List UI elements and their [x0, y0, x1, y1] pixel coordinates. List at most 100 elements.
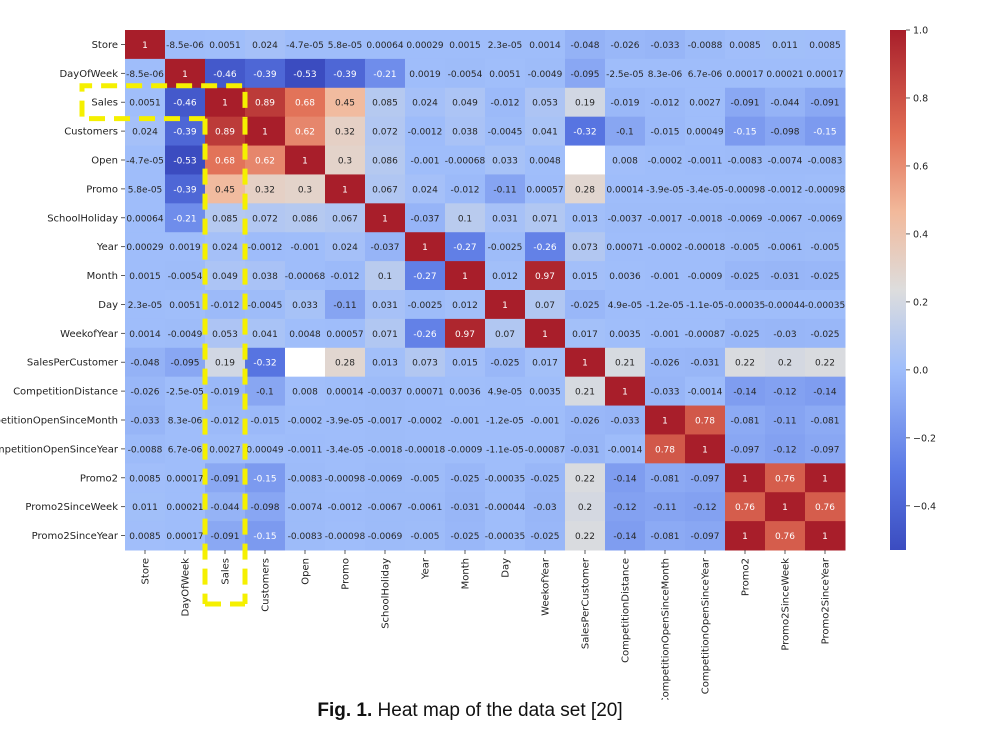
cell-label: 0.013	[372, 359, 398, 369]
cell-label: -0.32	[253, 359, 276, 369]
heatmap-cell	[805, 463, 846, 493]
cell-label: 0.073	[412, 359, 438, 369]
cell-label: 0.073	[572, 243, 598, 253]
heatmap-cell	[765, 492, 806, 522]
cell-label: -0.0002	[408, 417, 443, 427]
cell-label: -0.00044	[485, 503, 526, 513]
cell-label: 0.28	[575, 185, 595, 195]
cell-label: 0.89	[255, 99, 275, 109]
cell-label: -0.27	[453, 243, 476, 253]
cell-label: -8.5e-06	[126, 70, 164, 80]
colorbar-tick-label: 1.0	[913, 26, 928, 37]
heatmap-cell	[445, 30, 486, 60]
heatmap-cell	[245, 347, 286, 378]
heatmap-cell	[725, 232, 766, 262]
cell-label: -0.0074	[768, 157, 803, 167]
cell-label: 0.031	[492, 214, 518, 224]
cell-label: 0.45	[335, 99, 355, 109]
y-tick-label: CompetitionDistance	[13, 387, 118, 398]
heatmap-cell	[445, 58, 486, 89]
cell-label: -0.00098	[805, 185, 846, 195]
cell-label: -3.4e-05	[326, 445, 364, 455]
cell-label: 0.024	[132, 128, 158, 138]
cell-label: 0.00029	[406, 41, 443, 51]
cell-label: -0.0014	[608, 445, 643, 455]
cell-label: -0.081	[650, 474, 679, 484]
y-tick-label: SalesPerCustomer	[27, 358, 119, 369]
heatmap-cell	[565, 434, 606, 464]
heatmap-cell	[525, 376, 566, 407]
heatmap-cell	[285, 203, 326, 233]
cell-label: -0.0002	[648, 157, 683, 167]
cell-label: 0.76	[735, 503, 755, 513]
cell-label: -0.21	[173, 214, 196, 224]
heatmap-cell	[765, 434, 806, 464]
heatmap-cell	[325, 145, 366, 175]
cell-label: -0.025	[530, 532, 559, 542]
heatmap-cell	[365, 203, 406, 233]
heatmap-cell	[405, 261, 446, 291]
colorbar-tick-label: 0.6	[913, 161, 928, 172]
heatmap-cell	[205, 232, 246, 262]
colorbar-tick-label: 0.2	[913, 297, 928, 308]
cell-label: -0.14	[733, 388, 757, 398]
heatmap-cell	[285, 232, 326, 262]
heatmap-cell	[605, 232, 646, 262]
heatmap-cell	[725, 116, 766, 147]
heatmap-cell	[645, 261, 686, 291]
cell-label: 0.62	[295, 128, 315, 138]
heatmap-cell	[125, 30, 166, 60]
cell-label: -0.26	[413, 330, 437, 340]
cell-label: -0.12	[773, 445, 796, 455]
y-tick-label: Store	[92, 40, 118, 51]
heatmap-cell	[405, 203, 446, 233]
cell-label: -0.026	[130, 388, 159, 398]
cell-label: 0.086	[372, 157, 398, 167]
heatmap-cell	[565, 318, 606, 349]
cell-label: -0.0083	[728, 157, 763, 167]
heatmap-cell	[365, 405, 406, 435]
heatmap-cell	[685, 434, 726, 464]
heatmap-cell	[485, 521, 526, 551]
heatmap-cell	[365, 521, 406, 551]
cell-label: -0.0069	[808, 214, 843, 224]
heatmap-cell	[205, 347, 246, 378]
cell-label: -0.091	[730, 99, 759, 109]
cell-label: 0.038	[452, 128, 478, 138]
y-tick-label: Promo2	[80, 473, 118, 484]
cell-label: 0.00064	[126, 214, 163, 224]
cell-label: -0.0067	[368, 503, 403, 513]
heatmap-cell	[285, 116, 326, 147]
cell-label: -0.03	[773, 330, 796, 340]
heatmap-cell	[205, 30, 246, 60]
cell-label: 1	[702, 445, 708, 455]
heatmap-cell	[525, 434, 566, 464]
cell-label: -0.00087	[685, 330, 725, 340]
cell-label: -0.0002	[648, 243, 683, 253]
heatmap-cell	[245, 58, 286, 89]
heatmap-cell	[725, 261, 766, 291]
cell-label: 0.012	[452, 301, 478, 311]
cell-label: 0.024	[252, 41, 278, 51]
cell-label: 0.00057	[526, 185, 563, 195]
cell-label: -0.0045	[248, 301, 283, 311]
cell-label: -0.39	[333, 70, 357, 80]
heatmap-cell	[485, 232, 526, 262]
heatmap-cell	[365, 492, 406, 522]
cell-label: -0.025	[530, 474, 559, 484]
cell-label: 0.0035	[609, 330, 641, 340]
heatmap-cell	[565, 492, 606, 522]
cell-label: -0.26	[533, 243, 557, 253]
cell-label: -0.0049	[528, 70, 563, 80]
cell-label: -1.1e-05	[686, 301, 724, 311]
heatmap-cell	[765, 521, 806, 551]
cell-label: 0.97	[455, 330, 475, 340]
cell-label: -0.0037	[608, 214, 643, 224]
heatmap-cell	[565, 290, 606, 320]
heatmap-cell	[245, 434, 286, 464]
cell-label: 4.9e-05	[608, 301, 643, 311]
heatmap-cell	[725, 434, 766, 464]
cell-label: 0.00021	[166, 503, 203, 513]
heatmap-cell	[605, 376, 646, 407]
cell-label: 0.072	[252, 214, 278, 224]
